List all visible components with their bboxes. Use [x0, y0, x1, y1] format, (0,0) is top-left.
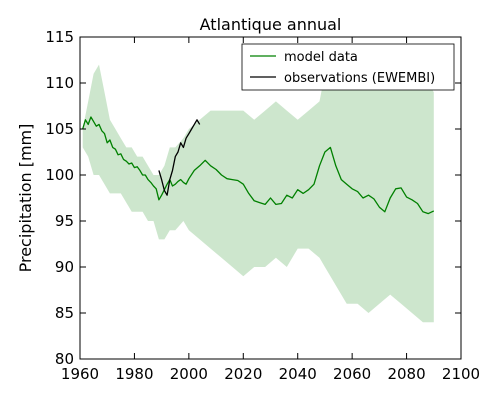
observations-layer	[158, 119, 201, 196]
x-tick-label: 2020	[224, 365, 262, 383]
legend-box	[241, 43, 455, 91]
x-tick-label: 2060	[333, 365, 371, 383]
legend: model data observations (EWEMBI)	[241, 43, 455, 91]
model-data-line	[82, 116, 435, 215]
observations-line	[158, 119, 201, 196]
y-tick-label: 105	[45, 120, 74, 138]
x-tick-label: 1960	[61, 365, 99, 383]
legend-label-model-data: model data	[284, 50, 358, 65]
y-tick-label: 85	[55, 304, 74, 322]
legend-label-observations: observations (EWEMBI)	[284, 71, 435, 86]
y-tick-label: 90	[55, 258, 74, 276]
x-axis: 1960 1980 2000 2020 2040 2060 2080 2100	[61, 37, 480, 383]
model-range-band-layer	[82, 55, 434, 323]
plot-frame	[79, 36, 462, 360]
x-tick-label: 2080	[387, 365, 425, 383]
x-tick-label: 1980	[115, 365, 153, 383]
x-tick-label: 2040	[279, 365, 317, 383]
x-tick-label: 2100	[442, 365, 480, 383]
y-tick-label: 100	[45, 166, 74, 184]
y-axis: 80 85 90 95 100 105 110 115	[45, 28, 461, 368]
chart-title: Atlantique annual	[200, 15, 342, 34]
y-tick-label: 110	[45, 74, 74, 92]
y-tick-label: 80	[55, 350, 74, 368]
x-tick-label: 2000	[170, 365, 208, 383]
y-tick-label: 95	[55, 212, 74, 230]
y-tick-label: 115	[45, 28, 74, 46]
y-axis-label: Precipitation [mm]	[16, 124, 35, 273]
model-range-band	[82, 55, 434, 323]
model-data-layer	[82, 116, 435, 215]
